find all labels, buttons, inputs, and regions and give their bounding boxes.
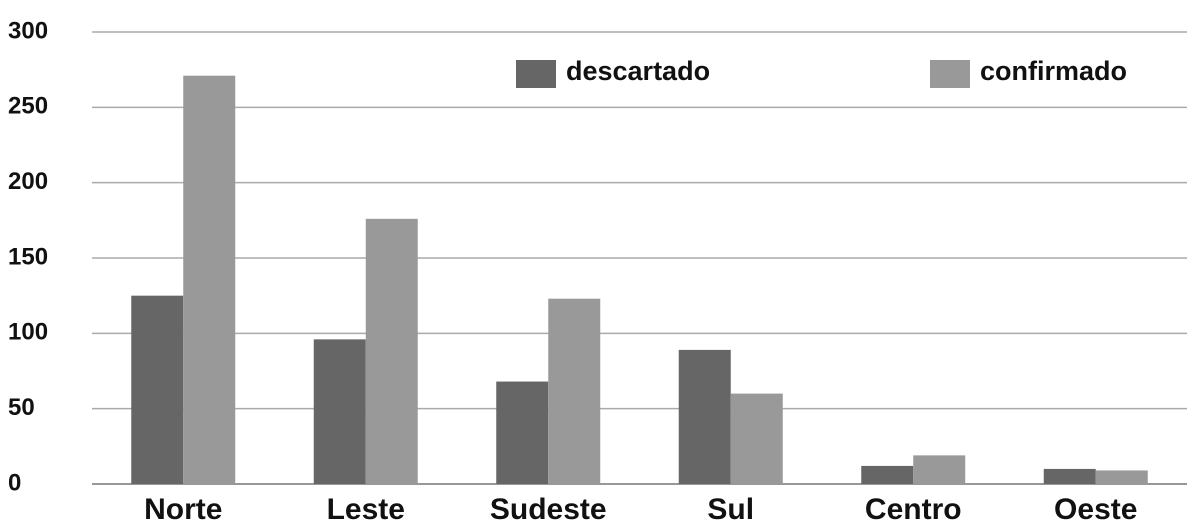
y-tick-label: 100 [8, 319, 48, 346]
bar [678, 349, 731, 484]
bar [313, 339, 366, 484]
legend-label: confirmado [980, 56, 1127, 86]
x-tick-label: Leste [327, 493, 405, 525]
x-tick-label: Sul [707, 493, 754, 525]
x-tick-label: Oeste [1054, 493, 1137, 525]
y-tick-label: 0 [8, 469, 21, 496]
y-tick-label: 50 [8, 394, 35, 421]
bar [861, 465, 914, 484]
y-tick-label: 250 [8, 93, 48, 120]
bar [496, 381, 549, 484]
x-tick-label: Sudeste [490, 493, 607, 525]
bar [365, 218, 418, 484]
legend-swatch [930, 60, 970, 88]
bar [730, 393, 783, 484]
bar [183, 75, 236, 485]
x-tick-label: Centro [865, 493, 962, 525]
bar [131, 295, 184, 484]
bar [1043, 468, 1096, 484]
bar [1095, 470, 1148, 484]
y-tick-label: 300 [8, 17, 48, 44]
legend-swatch [516, 60, 556, 88]
x-tick-label: Norte [144, 493, 222, 525]
y-tick-label: 150 [8, 243, 48, 270]
legend-label: descartado [566, 56, 710, 86]
bar [913, 455, 966, 484]
bar [548, 298, 601, 484]
y-tick-label: 200 [8, 168, 48, 195]
